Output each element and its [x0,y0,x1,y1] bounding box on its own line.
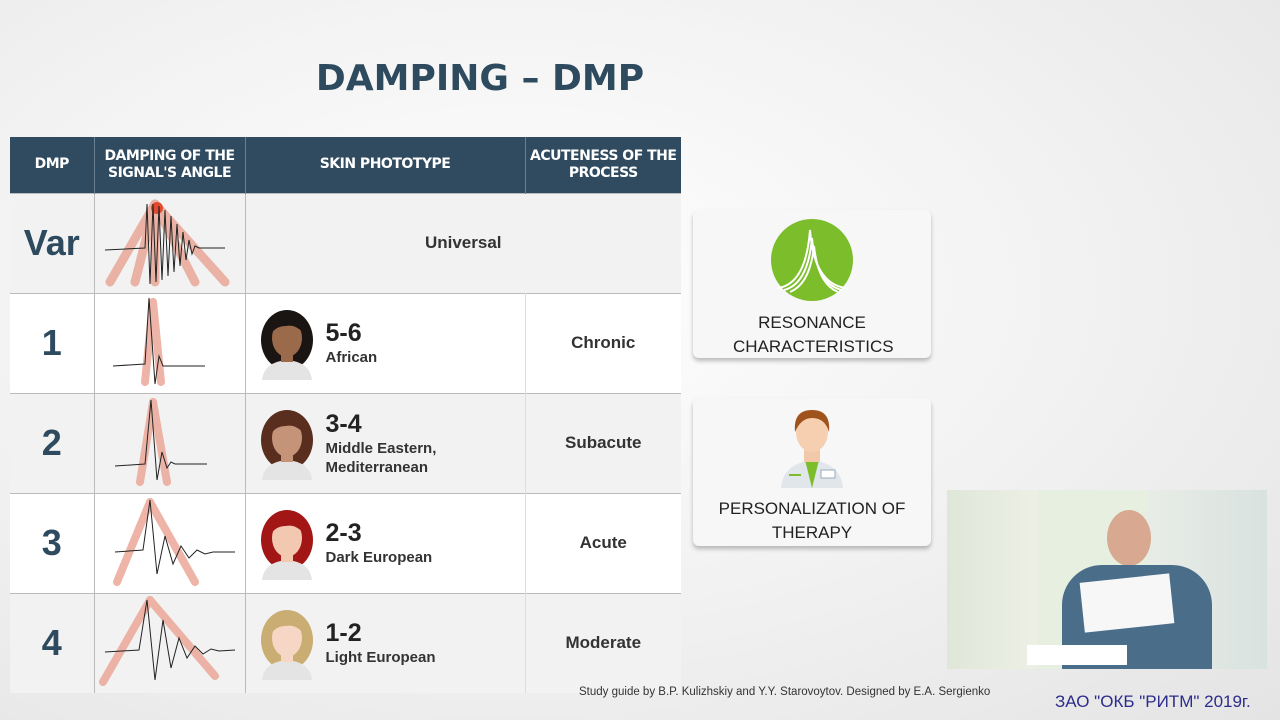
phototype-ethnicity: Middle Eastern, Mediterranean [325,439,437,476]
waveform-icon [112,497,235,586]
corp-text: ЗАО "ОКБ "РИТМ" 2019г. [1055,692,1251,711]
header-skin: SKIN PHOTOTYPE [245,137,526,193]
header-row: DMP DAMPING OF THE SIGNAL'S ANGLE SKIN P… [10,137,681,193]
dmp-value: 2 [10,392,95,493]
table-row: 3 2-3 Dark European Acute [10,492,681,593]
skin-phototype-cell: 3-4 Middle Eastern, Mediterranean [245,392,526,493]
dmp-value: 3 [10,492,95,593]
table-row: 2 3-4 Middle Eastern, Mediterranean Subac… [10,392,681,493]
face-icon [260,310,313,380]
header-acuteness: ACUTENESS OF THE PROCESS [525,137,681,193]
waveform-var [94,192,246,293]
dmp-value: 1 [10,292,95,393]
waveform-cell [94,492,246,593]
presenter-video[interactable] [947,490,1267,669]
waveform-icon [112,297,205,386]
phototype-number: 1-2 [325,619,362,647]
skin-phototype-cell: 2-3 Dark European [245,492,526,593]
waveform-icon [114,397,207,486]
face-icon [260,410,313,480]
skin-phototype-cell: 1-2 Light European [245,592,526,693]
page-title: DAMPING – DMP [315,58,645,99]
phototype-number: 3-4 [325,409,362,438]
phototype-ethnicity: Dark European [325,549,433,566]
dmp-value: 4 [10,592,95,693]
table-row: 4 1-2 Light European Moderate [10,592,681,693]
face-icon [260,610,313,680]
presenter-head [1107,510,1151,566]
phototype-number: 2-3 [325,519,362,547]
waveform-icon [98,595,235,686]
skin-universal: Universal [245,192,681,293]
phototype-ethnicity: African [325,349,378,366]
waveform-cell [94,292,246,393]
table-row: Var Universal [10,192,681,293]
acuteness-value: Subacute [525,392,681,493]
phototype-number: 5-6 [325,319,362,347]
resonance-label: RESONANCE CHARACTERISTICS [733,313,894,356]
acuteness-value: Chronic [525,292,681,393]
waveform-cell [94,392,246,493]
header-angle: DAMPING OF THE SIGNAL'S ANGLE [94,137,246,193]
damping-table: DMP DAMPING OF THE SIGNAL'S ANGLE SKIN P… [10,137,681,693]
credit-text: Study guide by B.P. Kulizhskiy and Y.Y. … [579,686,991,698]
header-dmp: DMP [10,137,95,193]
personalization-card: PERSONALIZATION OF THERAPY [693,398,931,546]
acuteness-value: Moderate [525,592,681,693]
skin-phototype-cell: 5-6 African [245,292,526,393]
phototype-ethnicity: Light European [325,649,436,666]
desk-papers [1027,645,1127,665]
table-row: 1 5-6 African Chronic [10,292,681,393]
dmp-value: Var [10,192,95,293]
acuteness-value: Acute [525,492,681,593]
waveform-cell [94,592,246,693]
resonance-icon [771,219,853,301]
face-icon [260,510,313,580]
personalization-label: PERSONALIZATION OF THERAPY [718,499,906,542]
held-sheet [1079,573,1175,633]
doctor-icon [781,410,843,488]
waveform-var-icon [104,199,229,286]
resonance-card: RESONANCE CHARACTERISTICS [693,210,931,358]
